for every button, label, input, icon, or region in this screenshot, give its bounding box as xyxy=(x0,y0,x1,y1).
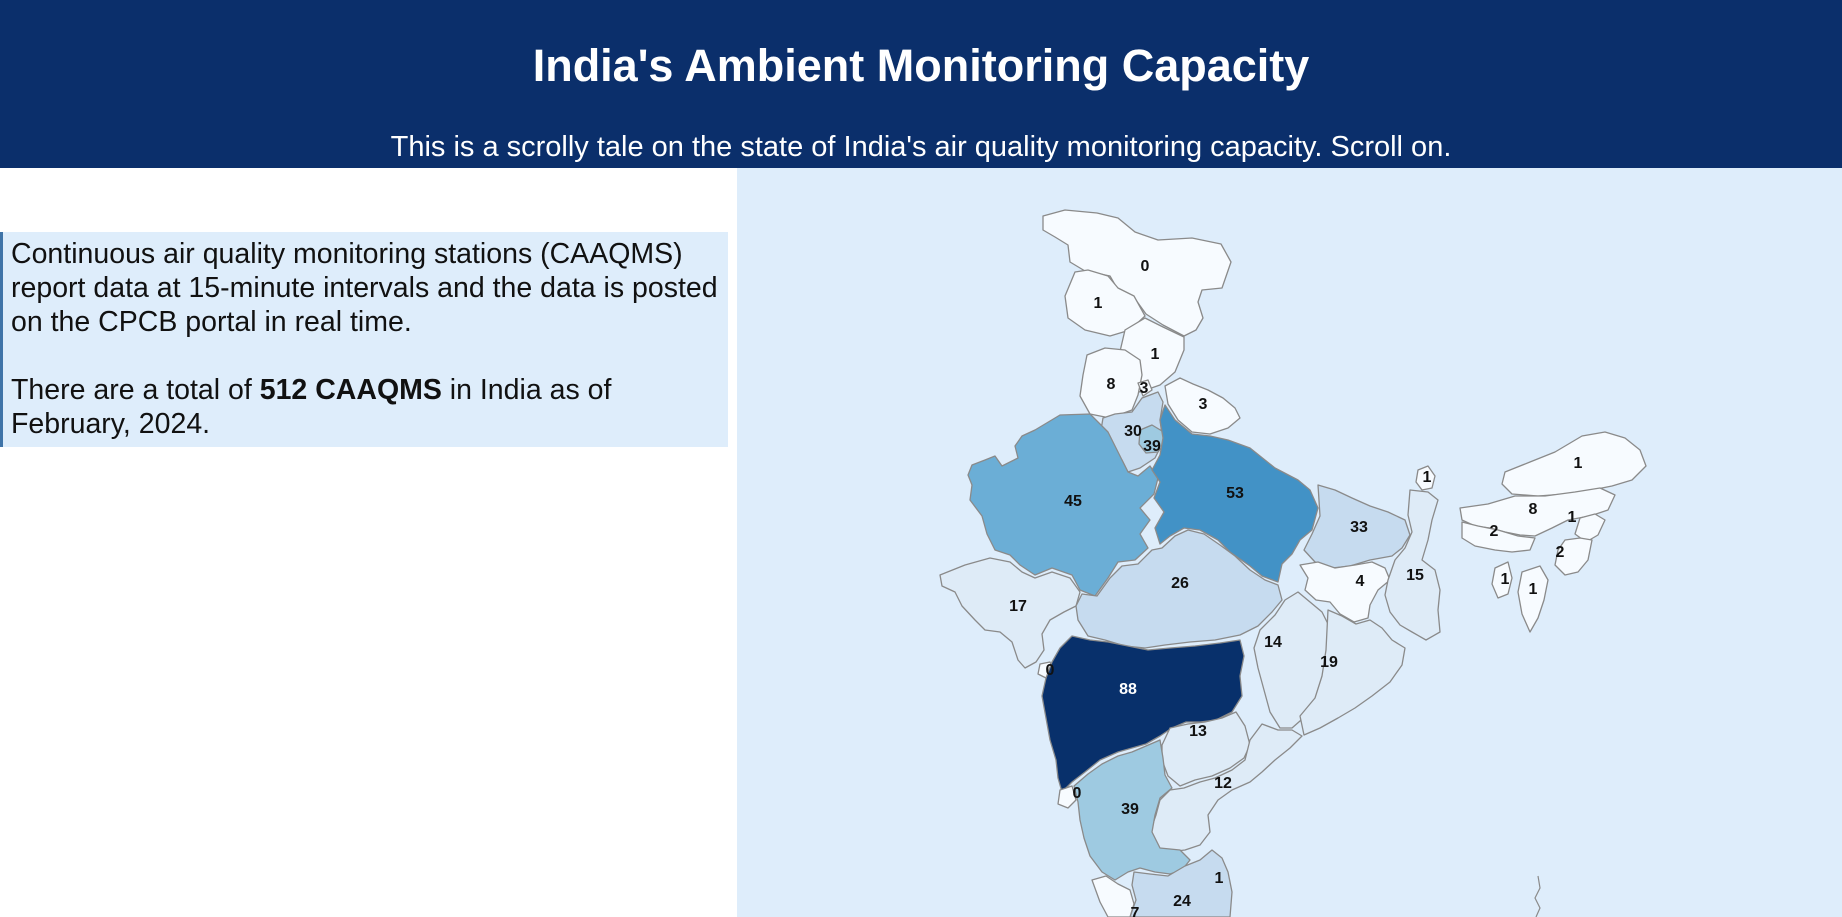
value-label-delhi: 39 xyxy=(1143,438,1161,455)
state-bihar[interactable] xyxy=(1303,484,1411,569)
state-gujarat[interactable] xyxy=(939,557,1081,669)
state-shapes xyxy=(939,209,1647,917)
state-telangana[interactable] xyxy=(1161,711,1251,787)
map-svg: 0 1 1 8 3 3 30 39 45 53 33 1 1 8 2 1 2 1… xyxy=(939,209,1647,917)
india-choropleth-map: 0 1 1 8 3 3 30 39 45 53 33 1 1 8 2 1 2 1… xyxy=(737,168,1842,917)
total-stations-count: 512 CAAQMS xyxy=(259,374,442,406)
state-uttar-pradesh[interactable] xyxy=(1151,404,1319,583)
page-title: India's Ambient Monitoring Capacity xyxy=(532,40,1310,91)
value-label-gujarat: 17 xyxy=(1009,598,1027,615)
value-label-bihar: 33 xyxy=(1350,519,1368,536)
value-label-maharashtra: 88 xyxy=(1119,681,1137,698)
state-nagaland[interactable] xyxy=(1574,513,1606,543)
state-chandigarh[interactable] xyxy=(1137,379,1153,397)
value-label-sikkim: 1 xyxy=(1423,469,1432,486)
page-header: India's Ambient Monitoring Capacity This… xyxy=(0,0,1842,168)
state-manipur[interactable] xyxy=(1554,537,1593,576)
value-label-punjab: 8 xyxy=(1107,376,1116,393)
value-label-tripura: 1 xyxy=(1501,571,1510,588)
value-label-haryana: 30 xyxy=(1124,423,1142,440)
value-label-himachal-pradesh: 1 xyxy=(1151,346,1160,363)
value-label-uttar-pradesh: 53 xyxy=(1226,485,1244,502)
state-tripura[interactable] xyxy=(1491,561,1513,599)
state-jharkhand[interactable] xyxy=(1299,561,1391,623)
state-rajasthan[interactable] xyxy=(967,413,1159,597)
value-label-madhya-pradesh: 26 xyxy=(1171,575,1189,592)
value-label-odisha: 19 xyxy=(1320,654,1338,671)
value-label-jammu-kashmir: 0 xyxy=(1141,258,1150,275)
value-label-chhattisgarh: 14 xyxy=(1264,634,1282,651)
value-label-nagaland: 1 xyxy=(1568,509,1577,526)
value-label-rajasthan: 45 xyxy=(1064,493,1082,510)
state-odisha[interactable] xyxy=(1299,609,1406,736)
state-mizoram[interactable] xyxy=(1517,565,1549,633)
state-maharashtra[interactable] xyxy=(1041,635,1245,793)
story-step-card: Continuous air quality monitoring statio… xyxy=(0,232,728,447)
story-text-after: in India as of February, 2024. xyxy=(11,374,612,440)
value-label-telangana: 13 xyxy=(1189,723,1207,740)
andaman-islands-outline xyxy=(1534,875,1541,917)
value-label-tamil-nadu: 24 xyxy=(1173,893,1191,910)
value-label-meghalaya: 2 xyxy=(1490,523,1499,540)
state-jammu-kashmir[interactable] xyxy=(1042,209,1232,337)
story-paragraph-2: There are a total of 512 CAAQMS in India… xyxy=(11,373,720,441)
value-label-mizoram: 1 xyxy=(1529,581,1538,598)
state-sikkim[interactable] xyxy=(1415,465,1436,491)
value-label-jharkhand: 4 xyxy=(1356,573,1365,590)
story-text-before: There are a total of xyxy=(11,374,260,406)
state-punjab[interactable] xyxy=(1079,347,1143,419)
state-uttarakhand[interactable] xyxy=(1164,377,1241,435)
state-karnataka[interactable] xyxy=(1073,739,1191,881)
value-label-karnataka: 39 xyxy=(1121,801,1139,818)
value-label-west-bengal: 15 xyxy=(1406,567,1424,584)
page-subtitle: This is a scrolly tale on the state of I… xyxy=(390,131,1452,163)
value-label-daman-diu: 0 xyxy=(1046,662,1055,679)
value-label-andhra-pradesh: 12 xyxy=(1214,775,1232,792)
value-label-arunachal-pradesh: 1 xyxy=(1574,455,1583,472)
value-label-chandigarh: 3 xyxy=(1140,380,1149,397)
state-west-bengal[interactable] xyxy=(1384,489,1441,641)
value-label-assam: 8 xyxy=(1529,501,1538,518)
value-label-manipur: 2 xyxy=(1556,544,1565,561)
value-label-kerala: 7 xyxy=(1131,905,1140,917)
story-paragraph-1: Continuous air quality monitoring statio… xyxy=(11,238,718,338)
value-label-uttarakhand: 3 xyxy=(1199,396,1208,413)
state-value-labels: 0 1 1 8 3 3 30 39 45 53 33 1 1 8 2 1 2 1… xyxy=(1009,258,1582,917)
state-andhra-pradesh[interactable] xyxy=(1149,723,1303,853)
value-label-ladakh-region: 1 xyxy=(1094,295,1103,312)
value-label-goa: 0 xyxy=(1073,785,1082,802)
value-label-puducherry: 1 xyxy=(1215,870,1224,887)
state-goa[interactable] xyxy=(1057,785,1077,809)
state-arunachal-pradesh[interactable] xyxy=(1501,431,1647,497)
state-meghalaya[interactable] xyxy=(1461,521,1536,553)
state-tamil-nadu[interactable] xyxy=(1129,849,1233,917)
state-kerala[interactable] xyxy=(1091,875,1135,917)
